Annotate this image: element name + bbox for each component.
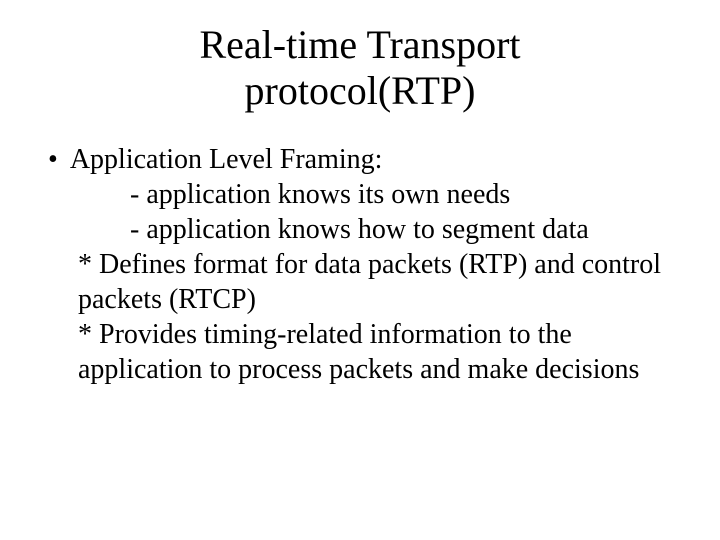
star-item-2: * Provides timing-related information to… xyxy=(78,317,680,387)
sub-item-2: - application knows how to segment data xyxy=(130,212,680,247)
sub-item-1: - application knows its own needs xyxy=(130,177,680,212)
title-line-2: protocol(RTP) xyxy=(245,68,476,113)
star-item-1: * Defines format for data packets (RTP) … xyxy=(78,247,680,317)
bullet-text: Application Level Framing: xyxy=(70,142,383,177)
bullet-item: • Application Level Framing: xyxy=(48,142,680,177)
bullet-marker: • xyxy=(48,142,58,177)
slide-title: Real-time Transport protocol(RTP) xyxy=(40,22,680,114)
title-line-1: Real-time Transport xyxy=(199,22,520,67)
slide-content: • Application Level Framing: - applicati… xyxy=(40,142,680,387)
